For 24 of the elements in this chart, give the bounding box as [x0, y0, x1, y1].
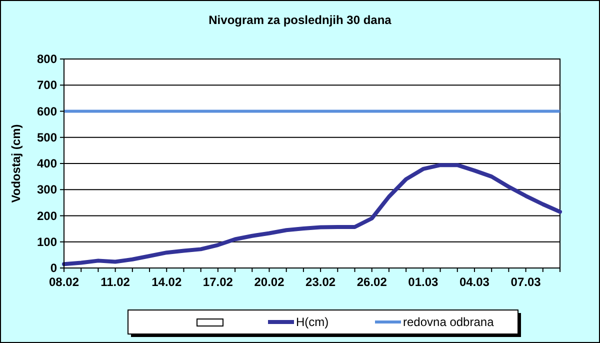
x-tick-label: 08.02 — [48, 275, 80, 289]
x-tick-label: 20.02 — [254, 275, 285, 289]
y-tick-label: 700 — [36, 78, 58, 92]
legend-label: H(cm) — [296, 315, 329, 329]
y-tick-label: 100 — [36, 234, 58, 249]
legend-label: redovna odbrana — [403, 315, 494, 329]
y-tick-label: 0 — [50, 261, 58, 275]
chart-title: Nivogram za poslednjih 30 dana — [208, 13, 392, 27]
x-tick-label: 01.03 — [408, 275, 439, 289]
y-axis-title: Vodostaj (cm) — [9, 124, 23, 203]
y-tick-label: 400 — [36, 156, 58, 170]
y-tick-label: 500 — [36, 130, 58, 144]
x-tick-label: 17.02 — [202, 275, 234, 289]
y-tick-label: 300 — [36, 182, 58, 197]
x-tick-label: 11.02 — [100, 275, 130, 289]
x-tick-label: 14.02 — [152, 275, 182, 289]
x-tick-label: 26.02 — [356, 275, 388, 289]
x-tick-label: 04.03 — [459, 275, 490, 289]
line-series — [62, 163, 562, 266]
x-tick-label: 23.02 — [306, 275, 336, 289]
y-tick-label: 800 — [36, 52, 58, 66]
x-tick-label: 07.03 — [510, 275, 542, 289]
y-tick-label: 600 — [36, 104, 58, 118]
y-tick-label: 200 — [36, 208, 58, 223]
